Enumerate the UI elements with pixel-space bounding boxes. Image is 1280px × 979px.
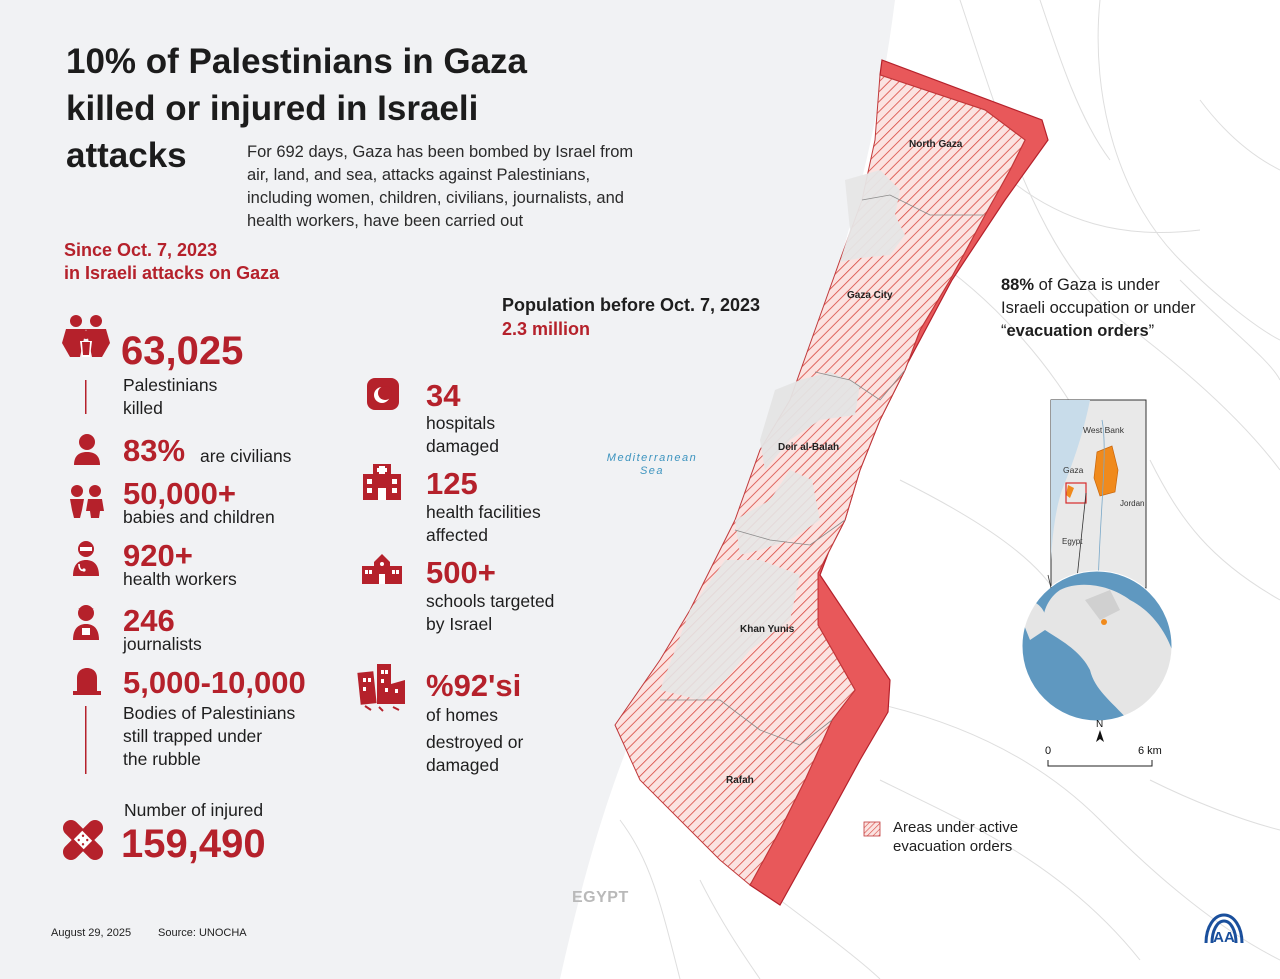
page-title: 10% of Palestinians in Gaza killed or in…: [66, 38, 566, 179]
population-value: 2.3 million: [502, 319, 591, 339]
sea-label: Mediterranean Sea: [606, 452, 698, 477]
urban-khan: [660, 560, 800, 700]
homes-percent: %92'si: [426, 668, 522, 703]
since-heading: Since Oct. 7, 2023 in Israeli attacks on…: [64, 240, 280, 283]
intro-text: For 692 days, Gaza has been bombed by Is…: [247, 143, 634, 230]
legend-label: Areas under active evacuation orders: [893, 819, 1019, 855]
trapped-label: Bodies of Palestinians still trapped und…: [123, 703, 296, 769]
region-label: Khan Yunis: [740, 624, 795, 635]
aa-logo: AA: [1204, 909, 1244, 946]
hospitals-count: 34: [426, 378, 461, 413]
civilians-percent: 83%: [123, 433, 186, 468]
health-worker-icon: [70, 540, 102, 576]
injured-label: Number of injured: [124, 800, 264, 820]
inset-label: Gaza: [1063, 465, 1084, 475]
urban-west: [735, 470, 820, 555]
inset-label: West Bank: [1083, 425, 1124, 435]
children-label: babies and children: [123, 507, 275, 527]
title-line: killed or injured in Israeli: [66, 89, 479, 128]
school-icon: [362, 552, 402, 584]
killed-label: Palestinians killed: [123, 375, 218, 418]
north-label: N: [1096, 719, 1104, 730]
region-label: Rafah: [726, 775, 754, 786]
footer-date: August 29, 2025: [51, 927, 132, 939]
inset-map: [1050, 399, 1147, 589]
legend-swatch: [863, 821, 881, 837]
title-line: attacks: [66, 136, 187, 175]
urban-deir: [760, 372, 860, 470]
aa-logo-text: AA: [1213, 929, 1235, 945]
family-icon: [60, 313, 112, 359]
region-label: Gaza City: [847, 290, 893, 301]
scale-bar: [1047, 760, 1153, 767]
destroyed-buildings-icon: [357, 662, 407, 712]
scale-end: 6 km: [1138, 745, 1162, 757]
person-icon: [72, 433, 102, 465]
country-label: EGYPT: [572, 889, 629, 906]
killed-count: 63,025: [121, 329, 244, 373]
trapped-count: 5,000-10,000: [123, 665, 306, 700]
sea-area: [0, 0, 895, 979]
facilities-count: 125: [426, 466, 478, 501]
footer-source: Source: UNOCHA: [158, 927, 247, 939]
population-label: Population before Oct. 7, 2023: [502, 295, 761, 315]
bandage-icon: [58, 815, 108, 865]
health-workers-count: 920+: [123, 538, 193, 573]
health-facility-icon: [363, 464, 401, 500]
journalists-count: 246: [123, 603, 175, 638]
tombstone-icon: [72, 666, 102, 696]
children-icon: [67, 484, 105, 518]
journalists-label: journalists: [123, 634, 202, 654]
region-label: North Gaza: [909, 139, 963, 150]
injured-count: 159,490: [121, 822, 266, 866]
inset-label: Egypt: [1062, 537, 1083, 546]
north-arrow-icon: [1096, 730, 1104, 742]
inset-label: Jordan: [1120, 499, 1145, 508]
region-label: Deir al-Balah: [778, 442, 840, 453]
title-line: 10% of Palestinians in Gaza: [66, 42, 527, 81]
urban-gaza-city: [840, 170, 905, 262]
journalist-icon: [70, 604, 102, 640]
homes-label: of homes destroyed or damaged: [426, 705, 524, 775]
children-count: 50,000+: [123, 476, 236, 511]
facilities-label: health facilities affected: [426, 502, 541, 545]
population-block: Population before Oct. 7, 2023 2.3 milli…: [502, 293, 760, 341]
schools-label: schools targeted by Israel: [426, 591, 555, 634]
hospital-crescent-icon: [367, 378, 399, 410]
occupation-note: 88% of Gaza is under Israeli occupation …: [1001, 276, 1196, 340]
globe: [1022, 571, 1172, 721]
civilians-label: are civilians: [200, 446, 292, 466]
schools-count: 500+: [426, 555, 496, 590]
health-workers-label: health workers: [123, 569, 237, 589]
governorate-boundaries: [660, 194, 985, 746]
scale-start: 0: [1045, 745, 1052, 757]
hospitals-label: hospitals damaged: [426, 413, 499, 456]
